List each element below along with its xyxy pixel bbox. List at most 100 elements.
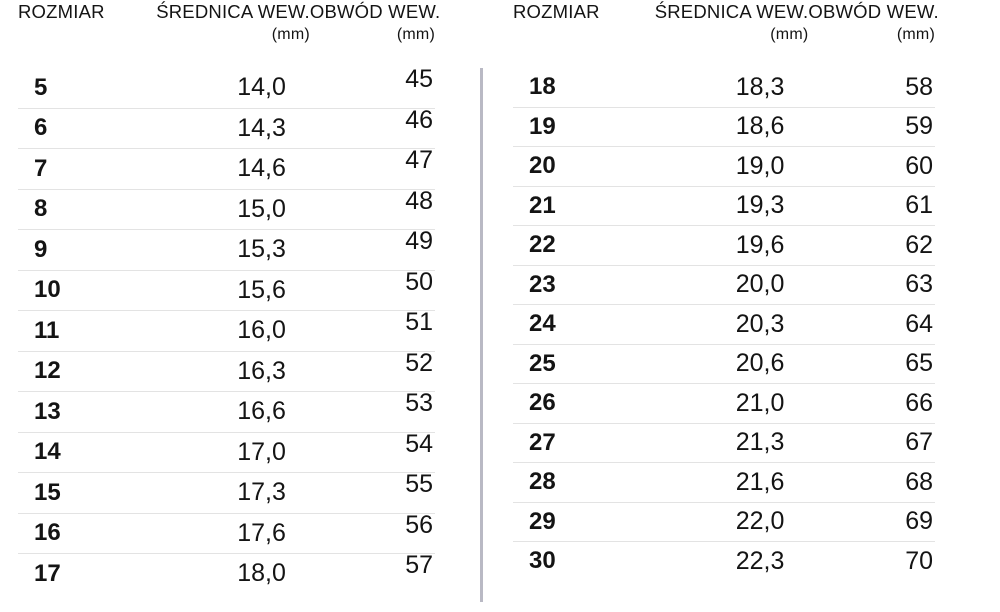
table-row: 24 20,3 64 — [513, 304, 935, 344]
cell-diameter: 21,0 — [639, 383, 809, 423]
cell-diameter: 18,3 — [735, 72, 785, 101]
cell-circumference: 48 — [309, 188, 435, 230]
size-table-left-panel: ROZMIAR ŚREDNICA WEW. (mm) OBWÓD WEW. (m… — [0, 0, 480, 612]
cell-diameter: 17,0 — [143, 431, 310, 473]
cell-diameter: 22,3 — [639, 541, 809, 581]
cell-diameter: 14,6 — [143, 148, 310, 189]
cell-size: 13 — [18, 391, 144, 432]
table-row: 8 15,0 48 — [18, 188, 435, 230]
column-header-size-label: ROZMIAR — [513, 1, 600, 22]
cell-size: 22 — [513, 225, 640, 265]
cell-diameter: 19,6 — [639, 225, 809, 265]
table-body-left: 5 14,0 45 6 14,3 46 7 14,6 47 8 15,0 48 9 15,3 49 10 15,… — [18, 65, 435, 594]
table-row: 26 21,0 66 — [513, 383, 935, 423]
cell-diameter: 21,6 — [639, 462, 809, 502]
cell-size: 7 — [18, 148, 144, 189]
table-row: 5 14,0 45 — [18, 65, 435, 108]
cell-diameter: 21,3 — [639, 422, 809, 463]
table-row: 23 20,0 63 — [513, 264, 935, 305]
cell-circumference: 67 — [808, 422, 935, 463]
cell-circumference: 66 — [808, 383, 935, 423]
cell-size: 30 — [513, 541, 640, 581]
column-header-size-label: ROZMIAR — [18, 1, 105, 22]
table-row: 17 18,0 57 — [18, 553, 435, 594]
cell-circumference: 49 — [309, 229, 435, 270]
cell-size: 27 — [513, 422, 640, 463]
cell-size: 5 — [34, 73, 48, 101]
cell-size: 9 — [18, 229, 144, 270]
table-divider — [480, 68, 483, 602]
cell-circumference: 62 — [808, 225, 935, 265]
cell-diameter: 17,3 — [143, 472, 310, 513]
cell-diameter: 15,0 — [143, 188, 310, 230]
column-header-diameter-unit: (mm) — [770, 26, 809, 44]
table-row: 10 15,6 50 — [18, 269, 435, 311]
table-row: 12 16,3 52 — [18, 350, 435, 392]
cell-size: 11 — [18, 310, 144, 351]
cell-circumference: 61 — [808, 185, 935, 226]
table-row: 29 22,0 69 — [513, 501, 935, 542]
cell-size: 10 — [18, 269, 144, 311]
cell-size: 29 — [513, 501, 640, 542]
cell-diameter: 19,3 — [639, 185, 809, 226]
cell-size: 15 — [18, 472, 144, 513]
table-row: 28 21,6 68 — [513, 462, 935, 502]
cell-size: 26 — [513, 383, 640, 423]
table-row: 18 18,3 58 — [513, 68, 935, 107]
cell-size: 17 — [18, 553, 144, 594]
cell-diameter: 14,3 — [143, 107, 310, 149]
cell-circumference: 68 — [808, 462, 935, 502]
cell-diameter: 20,6 — [639, 343, 809, 384]
cell-diameter: 18,6 — [639, 106, 809, 147]
table-row: 22 19,6 62 — [513, 225, 935, 265]
column-header-diameter: ŚREDNICA WEW. (mm) — [143, 0, 310, 68]
table-row: 19 18,6 59 — [513, 106, 935, 147]
table-row: 16 17,6 56 — [18, 512, 435, 554]
column-header-size: ROZMIAR — [513, 0, 640, 68]
table-row: 6 14,3 46 — [18, 107, 435, 149]
cell-size: 25 — [513, 343, 640, 384]
cell-circumference: 56 — [309, 512, 435, 554]
size-table-right: ROZMIAR ŚREDNICA WEW. (mm) OBWÓD WEW. (m… — [513, 0, 939, 581]
cell-circumference: 60 — [808, 146, 935, 186]
table-row: 25 20,6 65 — [513, 343, 935, 384]
column-header-circumference-label: OBWÓD WEW. — [808, 1, 939, 22]
table-body-right: 18 18,3 58 19 18,6 59 20 19,0 60 21 19,3 61 22 19,6 62… — [513, 68, 935, 581]
cell-circumference: 45 — [405, 65, 433, 93]
table-header-left: ROZMIAR ŚREDNICA WEW. (mm) OBWÓD WEW. (m… — [18, 0, 440, 68]
table-row: 13 16,6 53 — [18, 391, 435, 432]
cell-circumference: 53 — [309, 391, 435, 432]
cell-size: 24 — [513, 304, 640, 344]
cell-circumference: 54 — [309, 431, 435, 473]
cell-size: 28 — [513, 462, 640, 502]
cell-circumference: 57 — [309, 553, 435, 594]
column-header-diameter-label: ŚREDNICA WEW. — [654, 1, 809, 22]
cell-diameter: 20,3 — [639, 304, 809, 344]
cell-diameter: 20,0 — [639, 264, 809, 305]
cell-size: 8 — [18, 188, 144, 230]
cell-circumference: 58 — [905, 72, 933, 101]
column-header-circumference-unit: (mm) — [396, 26, 435, 44]
cell-size: 18 — [529, 73, 556, 101]
cell-size: 21 — [513, 185, 640, 226]
table-row: 15 17,3 55 — [18, 472, 435, 513]
cell-diameter: 15,3 — [143, 229, 310, 270]
table-row: 21 19,3 61 — [513, 185, 935, 226]
cell-size: 14 — [18, 431, 144, 473]
cell-diameter: 16,3 — [143, 350, 310, 392]
cell-circumference: 64 — [808, 304, 935, 344]
column-header-size: ROZMIAR — [18, 0, 143, 68]
table-row: 7 14,6 47 — [18, 148, 435, 189]
cell-circumference: 55 — [309, 472, 435, 513]
cell-circumference: 50 — [309, 269, 435, 311]
cell-diameter: 16,6 — [143, 391, 310, 432]
cell-circumference: 63 — [808, 264, 935, 305]
cell-diameter: 18,0 — [143, 553, 310, 594]
cell-size: 20 — [513, 146, 640, 186]
cell-diameter: 17,6 — [143, 512, 310, 554]
cell-diameter: 16,0 — [143, 310, 310, 351]
cell-circumference: 69 — [808, 501, 935, 542]
cell-size: 12 — [18, 350, 144, 392]
cell-size: 23 — [513, 264, 640, 305]
table-row: 20 19,0 60 — [513, 146, 935, 186]
